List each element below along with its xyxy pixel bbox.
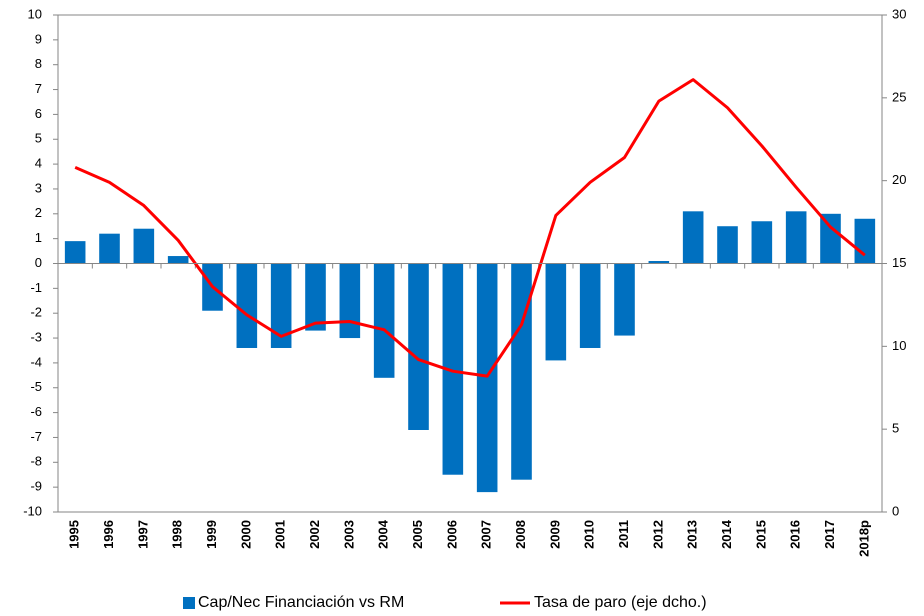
x-tick-label: 2006 <box>444 520 459 549</box>
x-tick-label: 2012 <box>650 520 665 549</box>
legend-label: Cap/Nec Financiación vs RM <box>198 594 404 611</box>
bar <box>339 263 361 339</box>
bar <box>545 263 567 361</box>
x-tick-label: 1996 <box>101 520 116 549</box>
y-tick-label: -8 <box>30 454 42 469</box>
y-tick-label: -9 <box>30 479 42 494</box>
bar <box>614 263 635 336</box>
bar <box>167 256 189 264</box>
y-tick-label: 8 <box>35 56 42 71</box>
bar <box>854 218 876 264</box>
bar <box>305 263 326 331</box>
y-tick-label: 0 <box>35 255 42 270</box>
x-tick-label: 1998 <box>170 520 185 549</box>
x-tick-label: 1999 <box>204 520 219 549</box>
x-tick-label: 2009 <box>547 520 562 549</box>
y-tick-label: 7 <box>35 81 42 96</box>
bar <box>442 263 464 475</box>
x-tick-label: 2014 <box>719 519 734 549</box>
y-tick-label: 3 <box>35 180 42 195</box>
y-tick-label: -10 <box>23 503 42 518</box>
y-tick-label: 10 <box>28 6 42 21</box>
x-tick-label: 2005 <box>410 520 425 549</box>
bar <box>270 263 292 348</box>
y-tick-label: -5 <box>30 379 42 394</box>
line <box>74 78 866 378</box>
x-tick-label: 2002 <box>307 520 322 549</box>
y-tick-label: 6 <box>35 106 42 121</box>
x-tick-label: 2011 <box>616 520 631 548</box>
y-tick-label: -2 <box>30 305 42 320</box>
y-tick-label: -6 <box>30 404 42 419</box>
bar <box>133 228 155 264</box>
y-tick-label: -4 <box>30 354 42 369</box>
x-tick-label: 2015 <box>753 520 768 549</box>
x-tick-label: 2010 <box>582 520 597 549</box>
y-tick-label: 5 <box>35 131 42 146</box>
y-tick-label: 2 <box>35 205 42 220</box>
bar <box>682 211 704 264</box>
y-tick-label: 4 <box>35 156 42 171</box>
x-tick-label: 2001 <box>273 520 288 549</box>
y-tick-label: 1 <box>35 230 42 245</box>
x-tick-label: 2016 <box>788 520 803 549</box>
x-tick-label: 2017 <box>822 520 837 549</box>
legend-label: Tasa de paro (eje dcho.) <box>534 594 707 611</box>
x-tick-label: 2003 <box>341 520 356 549</box>
bar <box>99 233 120 264</box>
y-tick-label: -1 <box>30 280 42 295</box>
y2-tick-label: 20 <box>892 172 906 187</box>
x-tick-label: 2007 <box>479 520 494 549</box>
bar <box>64 241 86 264</box>
legend-swatch <box>183 597 195 609</box>
bar <box>579 263 601 348</box>
bar <box>785 211 807 264</box>
bar <box>751 221 773 264</box>
y-tick-label: -7 <box>30 429 42 444</box>
bar <box>408 263 429 430</box>
x-tick-label: 2018p <box>856 520 871 557</box>
bar <box>476 263 498 493</box>
bar <box>236 263 258 348</box>
bar <box>717 226 738 264</box>
y-tick-label: 9 <box>35 31 42 46</box>
bar <box>648 261 670 264</box>
x-tick-label: 2000 <box>238 520 253 549</box>
y2-tick-label: 5 <box>892 421 899 436</box>
y2-tick-label: 25 <box>892 89 906 104</box>
x-tick-label: 1997 <box>135 520 150 549</box>
bar <box>373 263 395 378</box>
y2-tick-label: 10 <box>892 338 906 353</box>
y2-tick-label: 15 <box>892 255 906 270</box>
x-tick-label: 2013 <box>685 520 700 549</box>
y2-tick-label: 30 <box>892 6 906 21</box>
x-tick-label: 2008 <box>513 520 528 549</box>
x-tick-label: 1995 <box>67 520 82 549</box>
bar <box>820 213 841 264</box>
y2-tick-label: 0 <box>892 503 899 518</box>
x-tick-label: 2004 <box>376 519 391 549</box>
bar <box>511 263 532 480</box>
y-tick-label: -3 <box>30 329 42 344</box>
